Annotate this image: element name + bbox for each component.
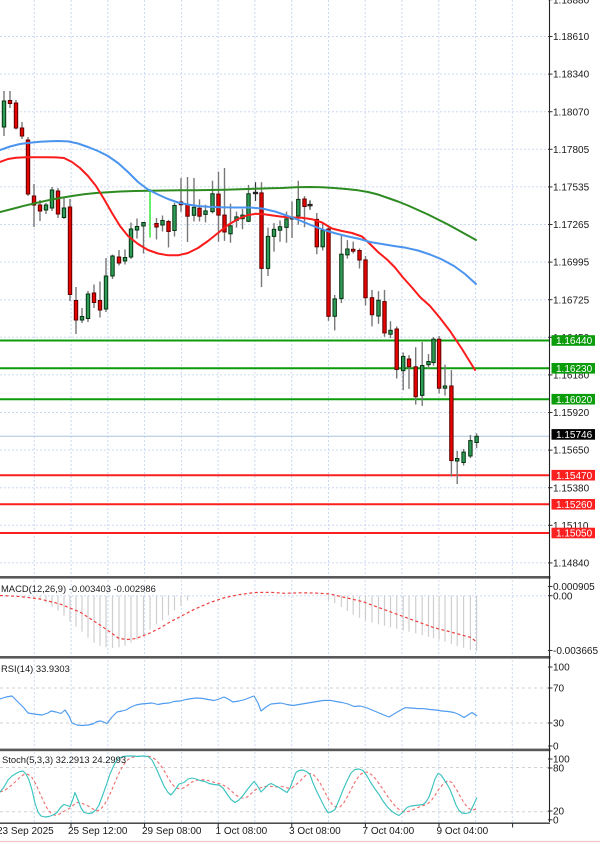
svg-text:1.16180: 1.16180 [553,371,590,382]
svg-text:25 Sep 12:00: 25 Sep 12:00 [68,826,128,837]
svg-text:1 Oct 08:00: 1 Oct 08:00 [216,826,268,837]
svg-text:1.15380: 1.15380 [553,483,590,494]
svg-text:1.14840: 1.14840 [553,559,590,570]
svg-text:1.18880: 1.18880 [553,0,590,6]
svg-text:1.15650: 1.15650 [553,446,590,457]
svg-text:1.17805: 1.17805 [553,145,590,156]
svg-text:1.17535: 1.17535 [553,183,590,194]
svg-text:0: 0 [553,742,559,753]
svg-text:MACD(12,26,9) -0.003403 -0.002: MACD(12,26,9) -0.003403 -0.002986 [1,583,156,594]
svg-text:0.000905: 0.000905 [553,582,595,593]
svg-text:1.15920: 1.15920 [553,408,590,419]
svg-text:1.17265: 1.17265 [553,220,590,231]
svg-text:1.16230: 1.16230 [556,364,593,375]
svg-text:1.18340: 1.18340 [553,70,590,81]
svg-text:RSI(14) 33.9303: RSI(14) 33.9303 [1,663,70,674]
svg-text:7 Oct 04:00: 7 Oct 04:00 [363,826,415,837]
svg-text:1.18610: 1.18610 [553,32,590,43]
svg-text:0.00: 0.00 [553,591,573,602]
svg-text:1.16020: 1.16020 [556,395,593,406]
svg-text:30: 30 [553,719,565,730]
svg-text:3 Oct 08:00: 3 Oct 08:00 [289,826,341,837]
svg-text:1.15260: 1.15260 [556,500,593,511]
svg-text:1.15746: 1.15746 [556,430,593,441]
svg-text:100: 100 [553,663,570,674]
svg-text:70: 70 [553,684,565,695]
svg-text:100: 100 [553,755,570,766]
svg-text:20: 20 [553,807,565,818]
svg-text:29 Sep 08:00: 29 Sep 08:00 [142,826,202,837]
svg-text:80: 80 [553,764,565,775]
svg-text:1.16995: 1.16995 [553,258,590,269]
svg-text:1.16725: 1.16725 [553,295,590,306]
svg-text:1.18070: 1.18070 [553,107,590,118]
svg-text:23 Sep 2025: 23 Sep 2025 [0,826,54,837]
svg-text:1.16440: 1.16440 [556,336,593,347]
svg-text:1.15470: 1.15470 [556,471,593,482]
svg-text:1.15050: 1.15050 [556,529,593,540]
svg-text:1.15110: 1.15110 [553,521,589,532]
svg-text:-0.003665: -0.003665 [553,646,598,657]
svg-text:0: 0 [553,815,559,826]
svg-text:Stoch(5,3,3) 32.2913 24.2993: Stoch(5,3,3) 32.2913 24.2993 [2,754,126,765]
svg-text:9 Oct 04:00: 9 Oct 04:00 [437,826,489,837]
